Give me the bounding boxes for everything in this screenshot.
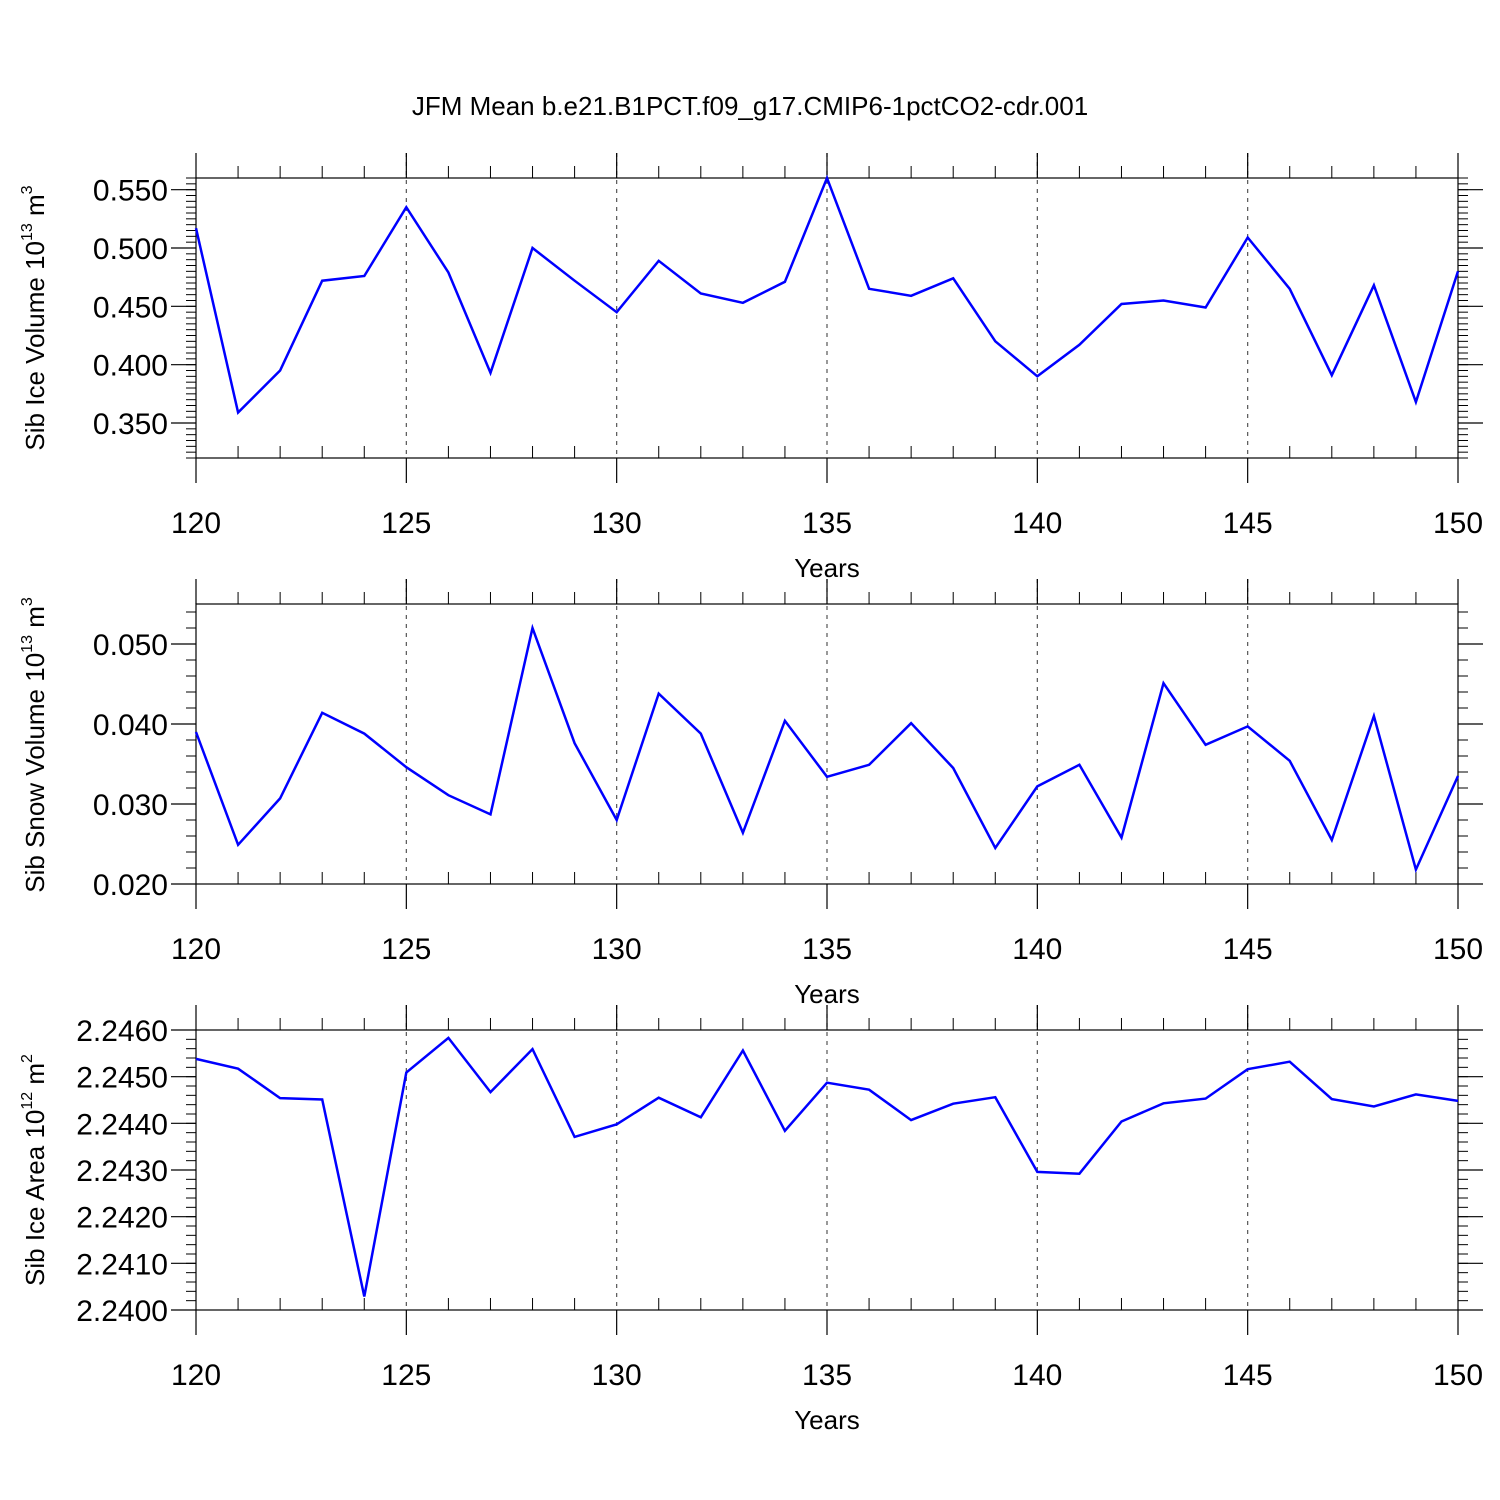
- x-tick-label: 120: [171, 1359, 221, 1392]
- y-axis-title-superscript: 13: [19, 223, 36, 241]
- y-axis-title-part: Sib Snow Volume 10: [20, 653, 50, 893]
- series-line: [195, 1036, 1459, 1297]
- y-tick-label: 0.450: [93, 291, 168, 324]
- x-tick-label: 145: [1223, 1359, 1273, 1392]
- y-axis-title-part: m: [20, 194, 50, 223]
- x-tick-label: 130: [592, 1359, 642, 1392]
- y-axis-title: Sib Snow Volume 1013 m3: [19, 597, 50, 893]
- y-tick-label: 0.400: [93, 350, 168, 383]
- x-tick-label: 150: [1433, 507, 1483, 540]
- y-tick-label: 2.2410: [76, 1248, 168, 1281]
- x-tick-label: 145: [1223, 507, 1273, 540]
- x-tick-label: 120: [171, 933, 221, 966]
- chart-panel-1: 120 125 130 135 140 145 150 0.350 0.400 0.450 0.50…: [19, 153, 1483, 583]
- plot-frame: [195, 603, 1459, 885]
- y-tick-label: 0.500: [93, 233, 168, 266]
- x-tick-label: 125: [381, 1359, 431, 1392]
- x-tick-label: 145: [1223, 933, 1273, 966]
- y-tick-label: 2.2400: [76, 1295, 168, 1328]
- y-tick-label: 0.040: [93, 709, 168, 742]
- x-tick-label: 150: [1433, 933, 1483, 966]
- y-tick-label: 2.2430: [76, 1155, 168, 1188]
- y-tick-label: 0.020: [93, 869, 168, 902]
- x-tick-label: 150: [1433, 1359, 1483, 1392]
- y-axis-title-part: m: [20, 1063, 50, 1092]
- y-axis-title-part: m: [20, 606, 50, 635]
- y-tick-label: 2.2460: [76, 1015, 168, 1048]
- x-axis-title: Years: [794, 979, 860, 1009]
- x-tick-label: 135: [802, 507, 852, 540]
- y-tick-label: 2.2450: [76, 1062, 168, 1095]
- x-tick-label: 140: [1012, 1359, 1062, 1392]
- series-line: [194, 174, 1460, 415]
- y-axis-title-superscript: 12: [19, 1092, 36, 1110]
- x-tick-label: 140: [1012, 507, 1062, 540]
- chart-panels: 120 125 130 135 140 145 150 0.350 0.400 0.450 0.50…: [19, 153, 1483, 1435]
- y-axis-title-part: Sib Ice Volume 10: [20, 241, 50, 451]
- x-axis-title: Years: [794, 553, 860, 583]
- y-axis-title-superscript: 2: [19, 1054, 36, 1063]
- x-tick-label: 140: [1012, 933, 1062, 966]
- x-tick-label: 130: [592, 507, 642, 540]
- y-tick-label: 2.2420: [76, 1202, 168, 1235]
- y-tick-label: 0.030: [93, 789, 168, 822]
- chart-panel-2: 120 125 130 135 140 145 150 0.020 0.030 0.040 0.05…: [19, 579, 1483, 1009]
- x-tick-label: 125: [381, 933, 431, 966]
- y-axis-title: Sib Ice Area 1012 m2: [19, 1054, 50, 1286]
- x-tick-label: 135: [802, 1359, 852, 1392]
- y-axis-title-superscript: 13: [19, 635, 36, 653]
- x-tick-label: 130: [592, 933, 642, 966]
- y-tick-label: 0.050: [93, 629, 168, 662]
- series-line: [194, 623, 1460, 874]
- y-tick-label: 2.2440: [76, 1108, 168, 1141]
- y-axis-title-superscript: 3: [19, 185, 36, 194]
- plot-frame: [195, 1029, 1459, 1311]
- x-axis-title: Years: [794, 1405, 860, 1435]
- y-axis-title: Sib Ice Volume 1013 m3: [19, 185, 50, 450]
- y-tick-label: 0.550: [93, 175, 168, 208]
- chart-title: JFM Mean b.e21.B1PCT.f09_g17.CMIP6-1pctC…: [412, 91, 1088, 121]
- y-axis-title-part: Sib Ice Area 10: [20, 1110, 50, 1286]
- y-tick-label: 0.350: [93, 408, 168, 441]
- chart-panel-3: 120 125 130 135 140 145 150 2.2400 2.2410 2.2420 2…: [19, 1005, 1483, 1435]
- x-tick-label: 120: [171, 507, 221, 540]
- x-tick-label: 125: [381, 507, 431, 540]
- x-tick-label: 135: [802, 933, 852, 966]
- y-axis-title-superscript: 3: [19, 597, 36, 606]
